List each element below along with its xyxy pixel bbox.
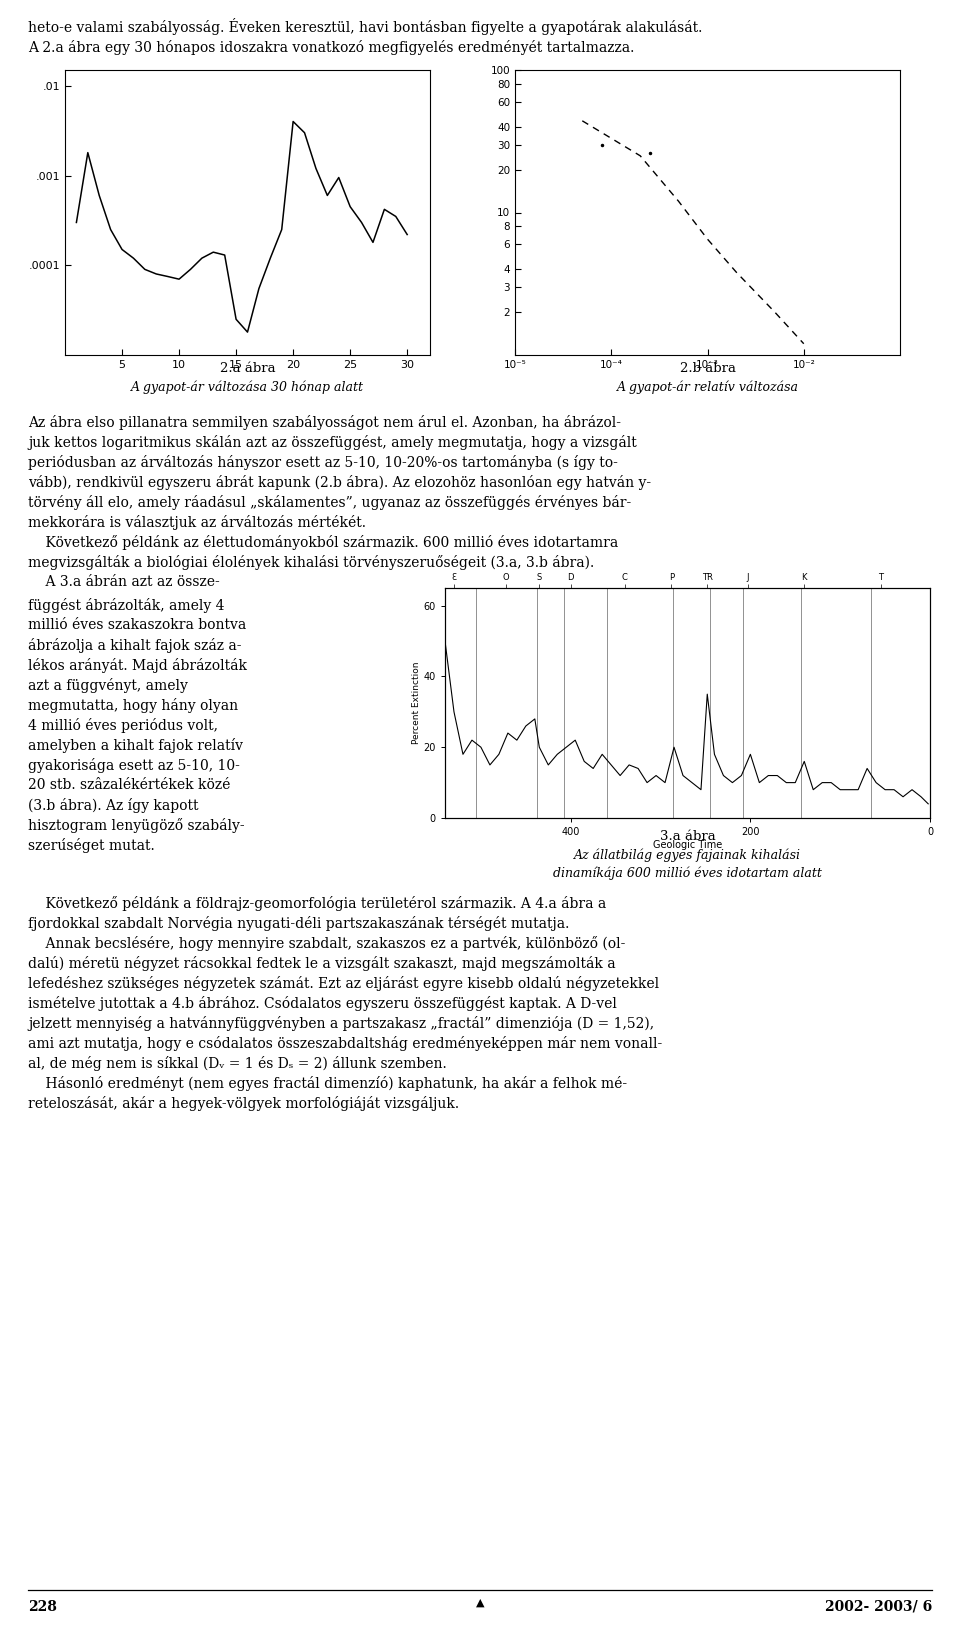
Text: lefedéshez szükséges négyzetek számát. Ezt az eljárást egyre kisebb oldalú négyz: lefedéshez szükséges négyzetek számát. E… xyxy=(28,977,660,991)
Text: Annak becslésére, hogy mennyire szabdalt, szakaszos ez a partvék, különböző (ol-: Annak becslésére, hogy mennyire szabdalt… xyxy=(28,936,625,951)
Text: amelyben a kihalt fajok relatív: amelyben a kihalt fajok relatív xyxy=(28,738,243,752)
Text: Az állatbilág egyes fajainak kihalási: Az állatbilág egyes fajainak kihalási xyxy=(574,848,801,861)
Text: Következő példánk az élettudományokból származik. 600 millió éves idotartamra: Következő példánk az élettudományokból s… xyxy=(28,535,618,549)
Text: Következő példánk a földrajz-geomorfológia területérol származik. A 4.a ábra a: Következő példánk a földrajz-geomorfológ… xyxy=(28,895,607,912)
Text: reteloszását, akár a hegyek-völgyek morfológiáját vizsgáljuk.: reteloszását, akár a hegyek-völgyek morf… xyxy=(28,1095,459,1112)
Text: 228: 228 xyxy=(28,1601,57,1614)
Text: fjordokkal szabdalt Norvégia nyugati-déli partszakaszának térségét mutatja.: fjordokkal szabdalt Norvégia nyugati-dél… xyxy=(28,916,569,931)
Text: 20 stb. szâzalékértékek közé: 20 stb. szâzalékértékek közé xyxy=(28,778,230,791)
Text: jelzett mennyiség a hatvánnyfüggvényben a partszakasz „fractál” dimenziója (D = : jelzett mennyiség a hatvánnyfüggvényben … xyxy=(28,1016,654,1030)
Text: dinamíkája 600 millió éves idotartam alatt: dinamíkája 600 millió éves idotartam ala… xyxy=(553,866,822,879)
Text: A gyapot-ár változása 30 hónap alatt: A gyapot-ár változása 30 hónap alatt xyxy=(131,380,364,393)
Y-axis label: Percent Extinction: Percent Extinction xyxy=(412,661,420,744)
Text: periódusban az árváltozás hányszor esett az 5-10, 10-20%-os tartományba (s így t: periódusban az árváltozás hányszor esett… xyxy=(28,455,618,470)
Text: törvény áll elo, amely ráadásul „skálamentes”, ugyanaz az összefüggés érvényes b: törvény áll elo, amely ráadásul „skálame… xyxy=(28,496,632,510)
Text: 2.a ábra: 2.a ábra xyxy=(220,362,276,375)
Text: A 3.a ábrán azt az össze-: A 3.a ábrán azt az össze- xyxy=(28,575,220,588)
Text: dalú) méretü négyzet rácsokkal fedtek le a vizsgált szakaszt, majd megszámolták : dalú) méretü négyzet rácsokkal fedtek le… xyxy=(28,956,615,972)
Text: 2.b ábra: 2.b ábra xyxy=(680,362,735,375)
X-axis label: Geologic Time: Geologic Time xyxy=(653,840,722,850)
Text: szerúséget mutat.: szerúséget mutat. xyxy=(28,838,155,853)
Text: A gyapot-ár relatív változása: A gyapot-ár relatív változása xyxy=(616,380,799,393)
Text: A 2.a ábra egy 30 hónapos idoszakra vonatkozó megfigyelés eredményét tartalmazza: A 2.a ábra egy 30 hónapos idoszakra vona… xyxy=(28,41,635,55)
Text: 2002- 2003/ 6: 2002- 2003/ 6 xyxy=(825,1601,932,1614)
Text: al, de még nem is síkkal (Dᵥ = 1 és Dₛ = 2) állunk szemben.: al, de még nem is síkkal (Dᵥ = 1 és Dₛ =… xyxy=(28,1056,446,1071)
Text: ábrázolja a kihalt fajok száz a-: ábrázolja a kihalt fajok száz a- xyxy=(28,639,242,653)
Text: vább), rendkivül egyszeru ábrát kapunk (2.b ábra). Az elozohöz hasonlóan egy hat: vább), rendkivül egyszeru ábrát kapunk (… xyxy=(28,474,651,491)
Text: ismételve jutottak a 4.b ábrához. Csódalatos egyszeru összefüggést kaptak. A D-v: ismételve jutottak a 4.b ábrához. Csódal… xyxy=(28,996,617,1011)
Text: azt a függvényt, amely: azt a függvényt, amely xyxy=(28,678,188,692)
Text: függést ábrázolták, amely 4: függést ábrázolták, amely 4 xyxy=(28,598,225,613)
Text: juk kettos logaritmikus skálán azt az összefüggést, amely megmutatja, hogy a viz: juk kettos logaritmikus skálán azt az ös… xyxy=(28,436,636,450)
Text: Hásonló eredményt (nem egyes fractál dimenzíó) kaphatunk, ha akár a felhok mé-: Hásonló eredményt (nem egyes fractál dim… xyxy=(28,1076,627,1090)
Text: 3.a ábra: 3.a ábra xyxy=(660,830,715,843)
Text: megmutatta, hogy hány olyan: megmutatta, hogy hány olyan xyxy=(28,699,238,713)
Text: ▲: ▲ xyxy=(476,1597,484,1609)
Text: lékos arányát. Majd ábrázolták: lékos arányát. Majd ábrázolták xyxy=(28,658,247,673)
Text: millió éves szakaszokra bontva: millió éves szakaszokra bontva xyxy=(28,618,247,632)
Text: heto-e valami szabályosság. Éveken keresztül, havi bontásban figyelte a gyapotár: heto-e valami szabályosság. Éveken keres… xyxy=(28,18,703,36)
Text: megvizsgálták a biológiai élolények kihalási törvényszeruőségeit (3.a, 3.b ábra): megvizsgálták a biológiai élolények kiha… xyxy=(28,556,594,570)
Text: ami azt mutatja, hogy e csódalatos összeszabdaltshág eredményeképpen már nem von: ami azt mutatja, hogy e csódalatos össze… xyxy=(28,1037,662,1051)
Text: (3.b ábra). Az így kapott: (3.b ábra). Az így kapott xyxy=(28,798,199,812)
Text: hisztogram lenyügöző szabály-: hisztogram lenyügöző szabály- xyxy=(28,817,245,834)
Text: 4 millió éves periódus volt,: 4 millió éves periódus volt, xyxy=(28,718,218,733)
Text: mekkorára is választjuk az árváltozás mértékét.: mekkorára is választjuk az árváltozás mé… xyxy=(28,515,366,530)
Text: Az ábra elso pillanatra semmilyen szabályosságot nem árul el. Azonban, ha ábrázo: Az ábra elso pillanatra semmilyen szabál… xyxy=(28,414,621,431)
Text: gyakorisága esett az 5-10, 10-: gyakorisága esett az 5-10, 10- xyxy=(28,757,240,773)
